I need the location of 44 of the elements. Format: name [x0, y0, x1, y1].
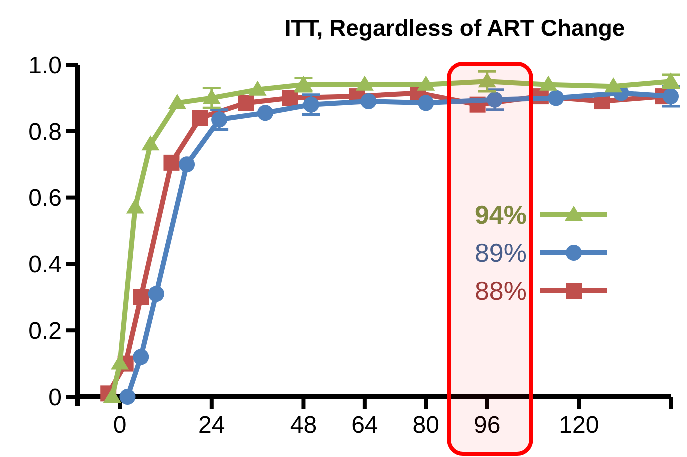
point	[148, 286, 164, 302]
point	[418, 95, 434, 112]
y-tick-label: 0.8	[28, 118, 62, 146]
point	[202, 89, 221, 104]
x-tick-label: 24	[198, 412, 226, 439]
point	[142, 136, 160, 151]
y-tick-label: 1.0	[28, 52, 62, 80]
point	[478, 72, 496, 88]
point	[238, 95, 254, 112]
y-tick-label: 0	[48, 384, 62, 412]
point	[540, 76, 558, 91]
legend-label: 88%	[474, 276, 527, 306]
point	[417, 76, 436, 91]
point	[487, 92, 504, 108]
point	[360, 94, 377, 110]
legend-label: 94%	[474, 200, 527, 230]
point	[103, 388, 122, 403]
point	[356, 76, 374, 91]
x-tick-label: 96	[474, 412, 501, 439]
point	[257, 105, 274, 122]
chart-title: ITT, Regardless of ART Change	[284, 15, 626, 41]
point	[164, 154, 180, 171]
x-tick-label: 0	[113, 412, 127, 439]
point	[663, 88, 679, 105]
point	[604, 78, 623, 93]
point	[179, 156, 196, 173]
y-tick-label: 0.2	[28, 318, 62, 345]
point	[282, 90, 298, 106]
point	[120, 389, 136, 405]
point	[168, 94, 186, 110]
point	[303, 96, 320, 113]
point	[548, 90, 564, 106]
x-tick-label: 120	[559, 412, 600, 439]
x-tick-label: 64	[352, 412, 378, 439]
point	[126, 198, 144, 214]
point	[133, 289, 150, 306]
point	[133, 349, 150, 366]
point	[248, 80, 267, 96]
point	[192, 110, 208, 126]
y-tick-label: 0.6	[28, 185, 62, 212]
legend-label: 89%	[474, 238, 527, 268]
x-tick-label: 80	[412, 412, 440, 439]
x-tick-label: 48	[290, 412, 318, 439]
y-tick-label: 0.4	[28, 252, 62, 279]
